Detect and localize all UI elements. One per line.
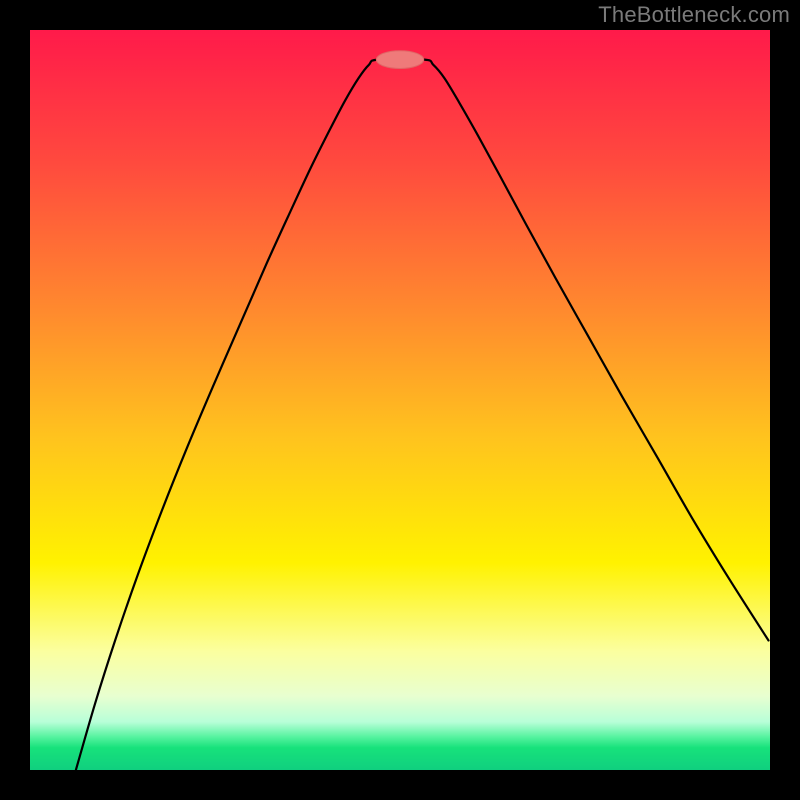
gradient-background	[30, 30, 770, 770]
optimal-marker	[376, 51, 423, 69]
plot-area	[30, 30, 770, 770]
chart-svg	[30, 30, 770, 770]
chart-frame: TheBottleneck.com	[0, 0, 800, 800]
watermark-text: TheBottleneck.com	[598, 2, 790, 28]
